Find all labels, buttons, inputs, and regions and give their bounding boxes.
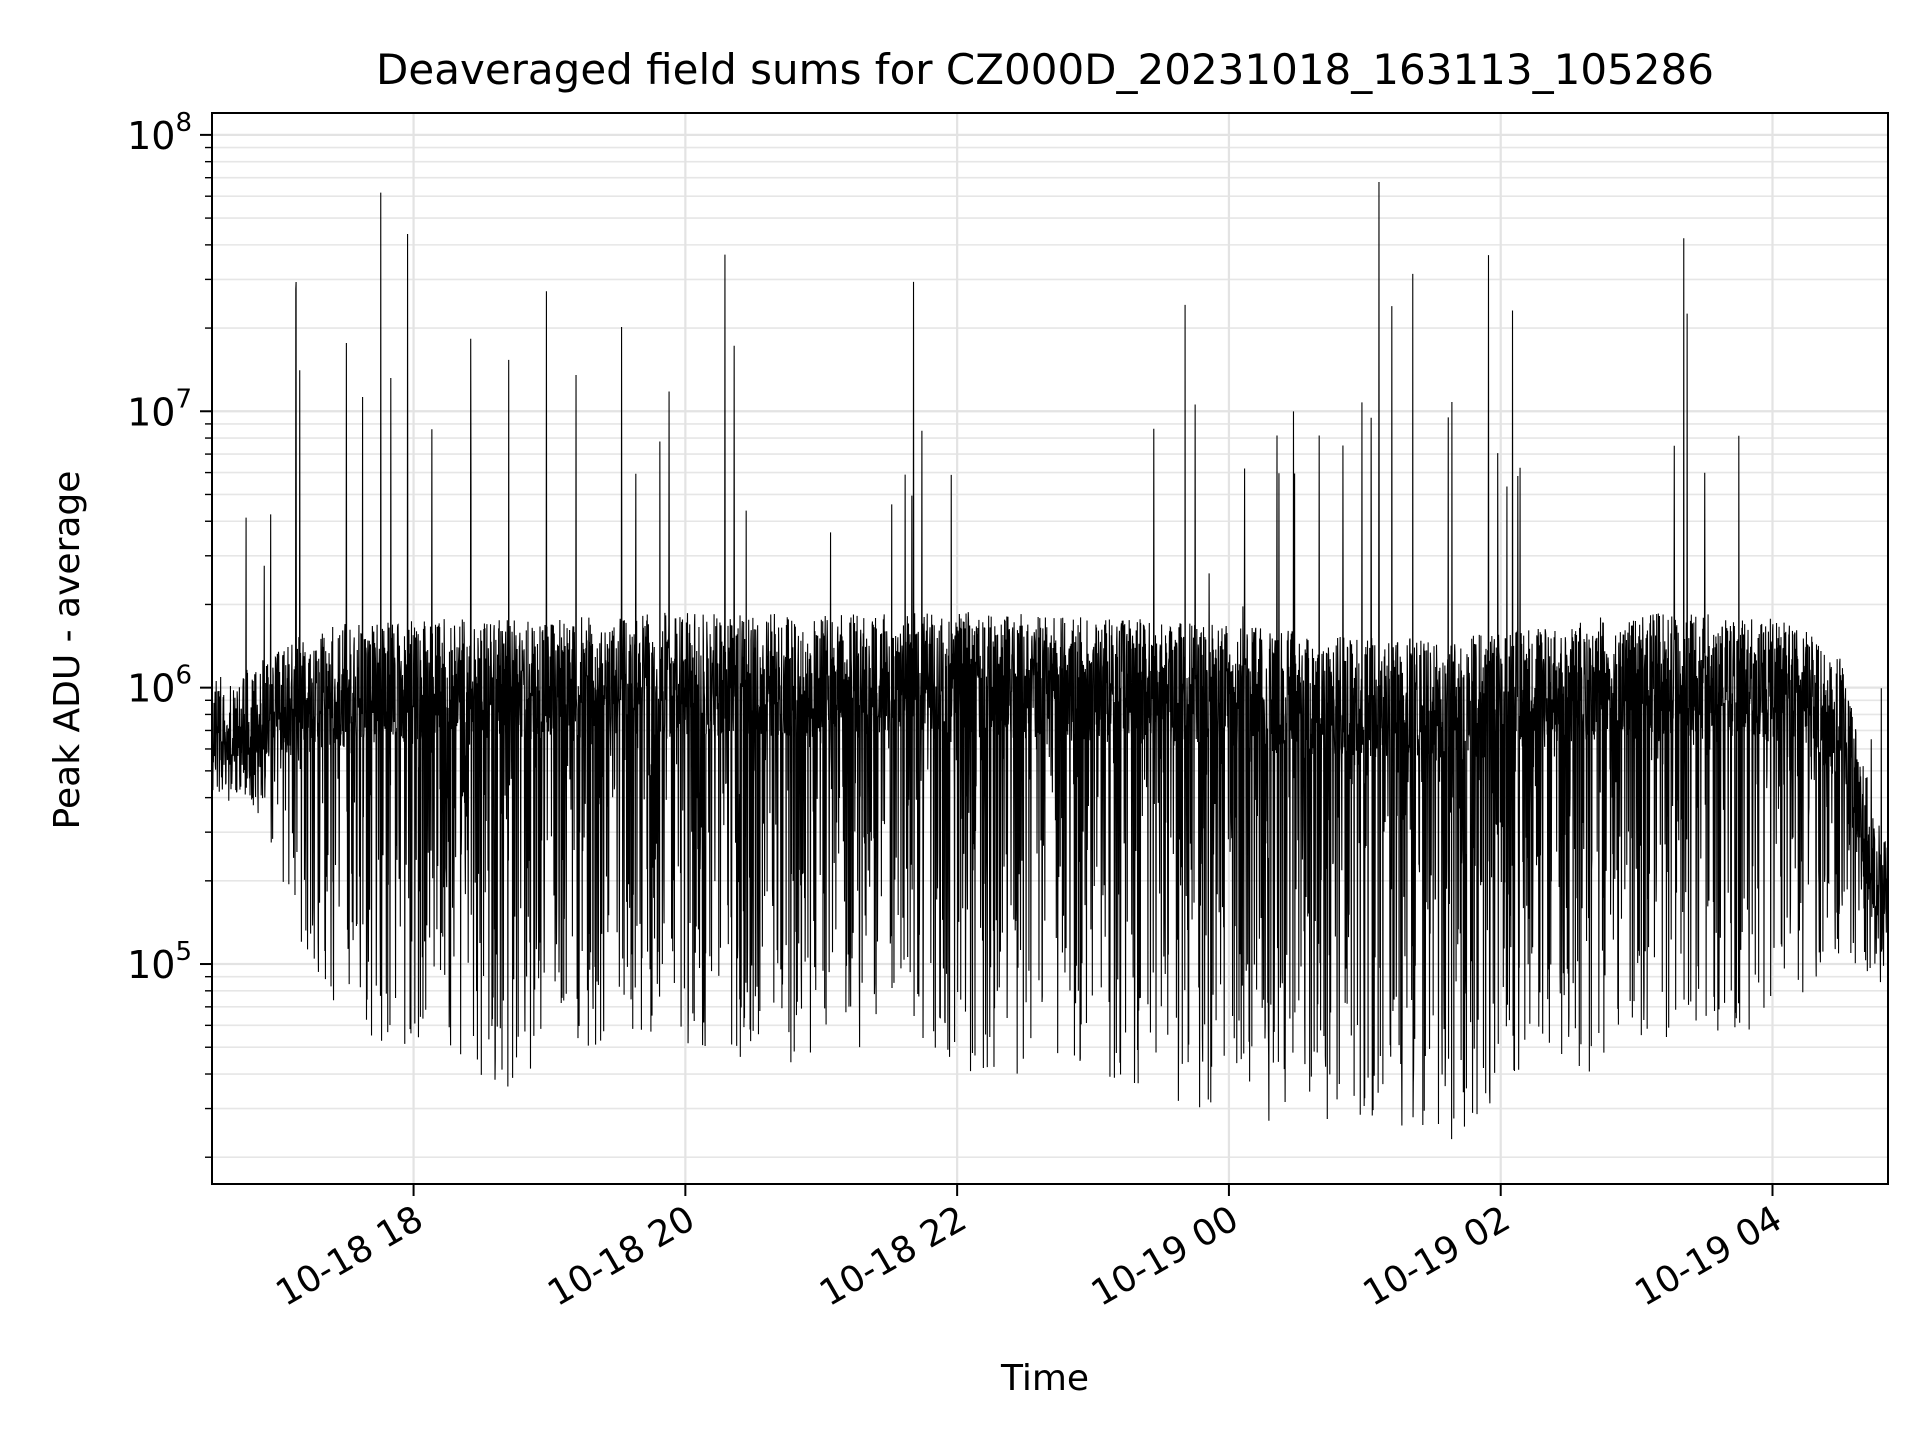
series-line [211, 181, 1889, 1140]
plot-frame [211, 112, 1889, 1185]
y-axis-label: Peak ADU - average [47, 471, 88, 830]
data-area [211, 181, 1889, 1140]
chart-title: Deaveraged field sums for CZ000D_2023101… [376, 45, 1714, 94]
y-tick-label: 107 [127, 384, 192, 434]
x-axis-label: Time [1000, 1358, 1089, 1399]
y-tick-label: 106 [127, 661, 192, 711]
y-tick-label: 108 [127, 108, 192, 158]
y-tick-label: 105 [127, 937, 192, 987]
y-axis: 105 106 107 108 [127, 108, 212, 1158]
